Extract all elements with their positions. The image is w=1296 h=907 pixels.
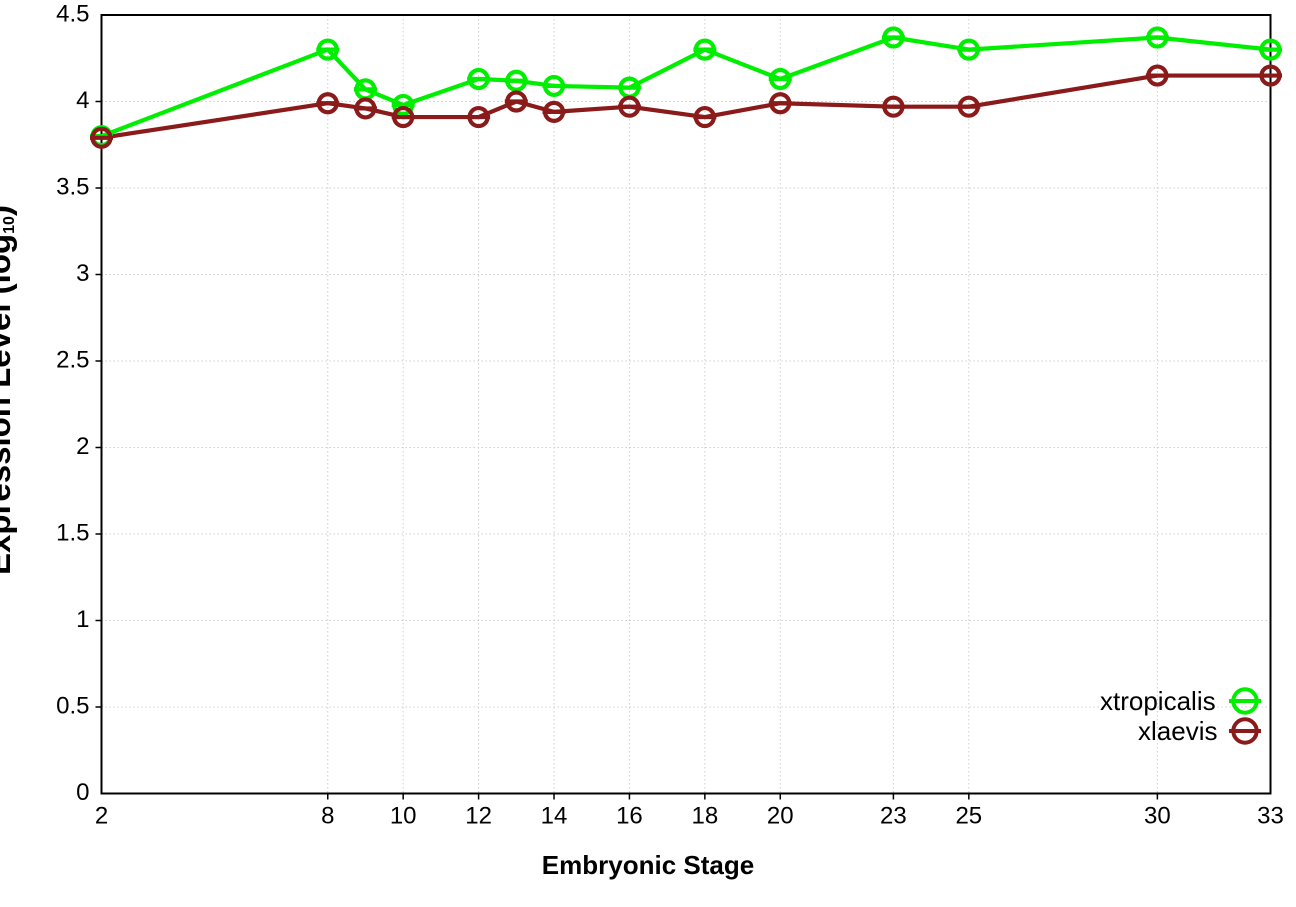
svg-text:12: 12 [465,803,492,830]
svg-text:1.5: 1.5 [56,519,89,546]
svg-text:33: 33 [1257,803,1284,830]
svg-text:2.5: 2.5 [56,346,89,373]
svg-text:30: 30 [1144,803,1171,830]
svg-text:3: 3 [76,260,89,287]
svg-text:8: 8 [321,803,334,830]
svg-text:23: 23 [880,803,907,830]
svg-text:25: 25 [955,803,982,830]
svg-text:18: 18 [691,803,718,830]
svg-text:xtropicalis: xtropicalis [1100,686,1216,716]
svg-text:14: 14 [541,803,568,830]
svg-text:0: 0 [76,779,89,806]
svg-text:20: 20 [767,803,794,830]
svg-text:2: 2 [76,433,89,460]
svg-text:16: 16 [616,803,643,830]
svg-text:4.5: 4.5 [56,0,89,27]
svg-text:xlaevis: xlaevis [1138,716,1217,746]
svg-text:3.5: 3.5 [56,173,89,200]
svg-text:10: 10 [390,803,417,830]
svg-text:2: 2 [95,803,108,830]
svg-text:1: 1 [76,606,89,633]
svg-text:0.5: 0.5 [56,692,89,719]
svg-text:4: 4 [76,87,89,114]
